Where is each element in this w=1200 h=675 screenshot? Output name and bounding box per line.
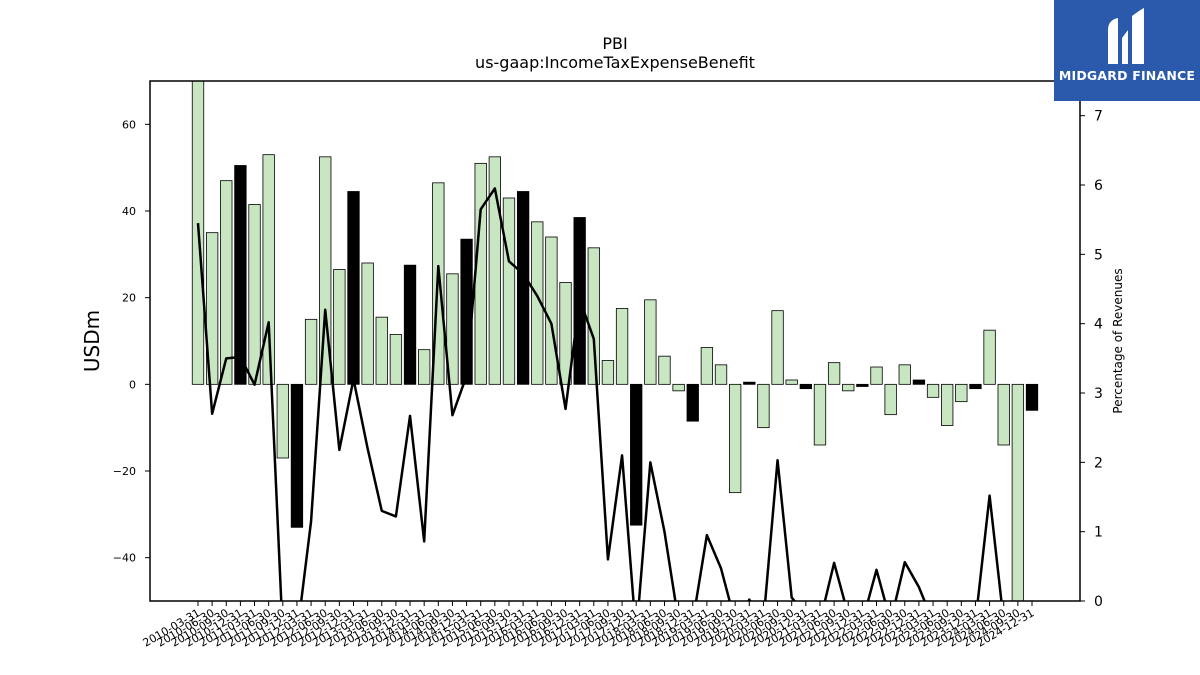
bar: [587, 247, 600, 385]
y2-tick-label: 7: [1094, 109, 1103, 125]
bar: [757, 383, 770, 429]
line-series: [196, 187, 1003, 601]
chart-subtitle: us-gaap:IncomeTaxExpenseBenefit: [475, 53, 755, 72]
bar: [418, 349, 431, 385]
y-tick-label: −40: [113, 552, 136, 565]
bar: [941, 383, 954, 426]
bar: [884, 383, 897, 416]
bar: [205, 232, 219, 385]
bar: [347, 191, 360, 385]
bar: [997, 383, 1010, 446]
y2-axis-ticks: 0 1 2 3 4 5 6 7: [1080, 109, 1103, 610]
bar: [644, 299, 657, 385]
bar: [813, 383, 827, 446]
bar: [658, 355, 671, 385]
bar: [262, 154, 275, 385]
bar: [870, 366, 883, 385]
bar: [729, 383, 742, 494]
bar: [926, 383, 940, 398]
bar: [771, 310, 784, 385]
bar: [333, 269, 346, 385]
line-path: [196, 187, 1003, 601]
y2-tick-label: 5: [1094, 247, 1103, 263]
bar: [700, 347, 714, 385]
bar: [799, 383, 812, 390]
bar: [304, 318, 318, 385]
y-tick-label: −20: [113, 465, 136, 478]
axes: [149, 80, 1081, 602]
y-tick-label: 20: [122, 292, 136, 305]
logo-mark-icon: [1108, 8, 1144, 64]
y-tick-label: 40: [122, 205, 136, 218]
bar: [898, 364, 911, 385]
bar: [290, 383, 304, 528]
bar: [714, 364, 728, 385]
bar: [389, 334, 403, 385]
bar-series: [191, 81, 1039, 601]
y2-axis-label: Percentage of Revenues: [1111, 268, 1125, 413]
bar: [672, 383, 685, 392]
bar: [842, 383, 855, 392]
bar: [1011, 383, 1025, 601]
bar: [516, 191, 530, 385]
y2-tick-label: 4: [1094, 317, 1103, 333]
bar: [531, 221, 544, 385]
bar: [502, 197, 516, 385]
y2-tick-label: 2: [1094, 455, 1103, 471]
y2-tick-label: 1: [1094, 525, 1103, 541]
bar: [785, 379, 798, 385]
bar: [319, 156, 332, 385]
bar: [276, 383, 289, 459]
bar: [955, 383, 968, 403]
bar: [827, 362, 841, 385]
bar: [446, 273, 459, 385]
bar: [403, 264, 417, 385]
bar: [220, 180, 233, 385]
y-axis-label: USDm: [80, 310, 104, 372]
bar: [969, 383, 982, 390]
bar: [615, 308, 629, 385]
x-axis-ticks: 2010-03-312010-06-302010-09-302010-12-31…: [141, 601, 1037, 650]
bar: [361, 262, 374, 385]
chart-title: PBI: [602, 34, 627, 53]
y-axis-ticks: −40 −20 0 20 40 60: [113, 118, 150, 565]
y-tick-label: 60: [122, 118, 136, 131]
bar: [983, 329, 996, 385]
bar: [234, 165, 247, 385]
bar: [488, 156, 502, 385]
y2-tick-label: 3: [1094, 386, 1103, 402]
bar: [1025, 383, 1039, 411]
bar: [559, 282, 572, 385]
plot-frame: [149, 80, 1081, 602]
bar: [743, 381, 756, 385]
y2-tick-label: 6: [1094, 178, 1103, 194]
bar: [856, 383, 869, 387]
bar: [601, 360, 615, 385]
y2-tick-label: 0: [1094, 594, 1103, 610]
bar: [630, 383, 643, 526]
y-tick-label: 0: [129, 378, 136, 391]
bar: [545, 236, 558, 385]
midgard-finance-logo: MIDGARD FINANCE: [1054, 0, 1200, 101]
bar: [474, 162, 487, 385]
logo-text: MIDGARD FINANCE: [1058, 68, 1196, 83]
bar: [248, 204, 261, 385]
bar: [686, 383, 699, 422]
bar: [375, 316, 388, 385]
bar: [912, 379, 926, 385]
